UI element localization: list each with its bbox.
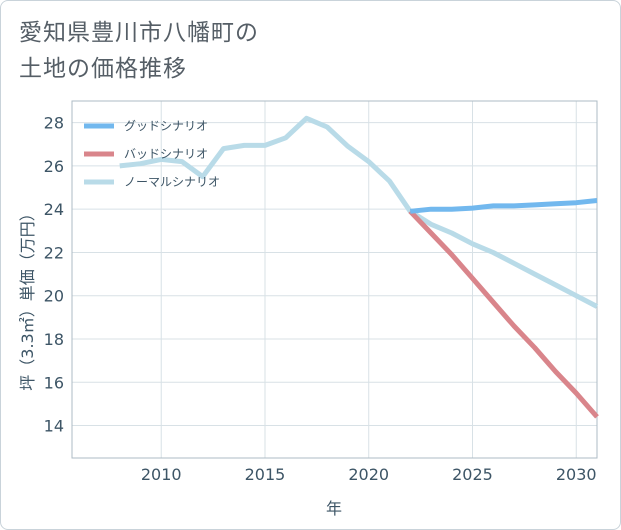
x-tick-label: 2015	[245, 465, 286, 484]
tick-labels: 2010 2015 2020 2025 2030 14 16 18 20 22 24 26 28	[44, 114, 597, 484]
x-tick-label: 2010	[141, 465, 182, 484]
y-tick-label: 22	[44, 243, 64, 262]
y-tick-label: 18	[44, 330, 64, 349]
chart-title-line-2: 土地の価格推移	[19, 56, 187, 82]
y-tick-label: 24	[44, 200, 64, 219]
legend-label: ノーマルシナリオ	[124, 175, 220, 189]
series-line-1	[408, 209, 599, 419]
legend-label: バッドシナリオ	[124, 147, 208, 161]
chart-title: 愛知県豊川市八幡町の 土地の価格推移	[19, 15, 259, 87]
plot-frame	[71, 100, 598, 459]
series-line-2	[119, 115, 599, 309]
x-tick-label: 2025	[452, 465, 493, 484]
chart-title-line-1: 愛知県豊川市八幡町の	[19, 20, 259, 46]
y-tick-label: 26	[44, 157, 64, 176]
y-tick-label: 28	[44, 114, 64, 133]
legend-label: グッドシナリオ	[124, 119, 208, 133]
series-line-0	[409, 198, 598, 214]
x-tick-label: 2020	[348, 465, 389, 484]
y-tick-label: 16	[44, 373, 64, 392]
x-axis-title: 年	[326, 499, 342, 518]
y-tick-label: 14	[44, 417, 64, 436]
y-tick-label: 20	[44, 287, 64, 306]
x-tick-label: 2030	[556, 465, 597, 484]
y-axis-title: 坪（3.3㎡）単価（万円）	[18, 205, 37, 390]
series-layer	[119, 115, 599, 419]
